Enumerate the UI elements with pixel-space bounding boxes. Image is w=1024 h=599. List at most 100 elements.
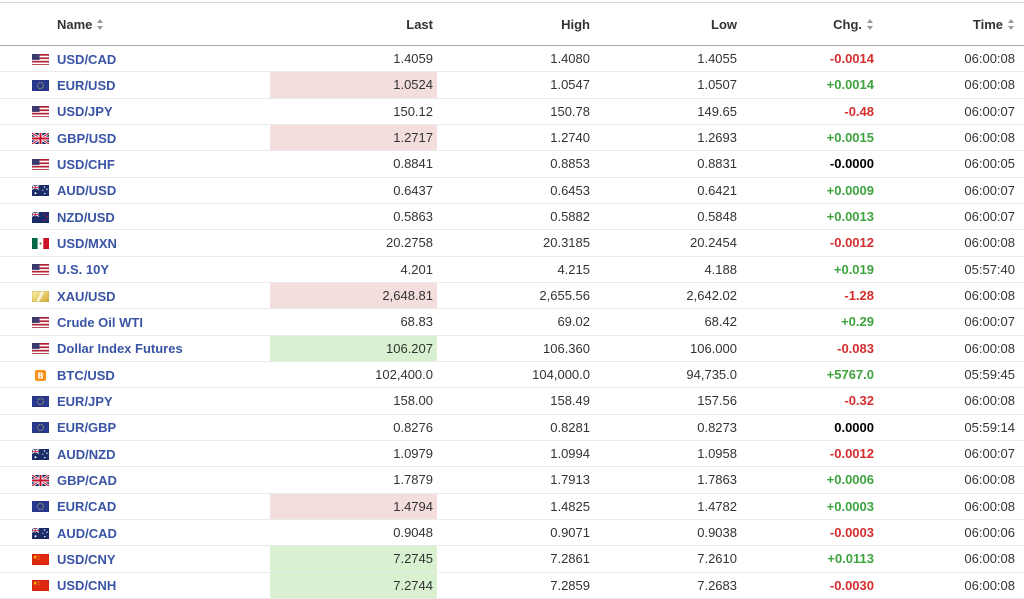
quote-row: USD/CNY 7.2745 7.2861 7.2610 +0.0113 06:00:08 — [0, 545, 1024, 573]
column-header-time[interactable]: Time — [880, 2, 1024, 46]
last-cell: 1.4794 — [270, 493, 437, 520]
time-cell: 06:00:08 — [880, 124, 1024, 152]
instrument-link[interactable]: AUD/USD — [57, 183, 117, 199]
instrument-link[interactable]: USD/CNH — [57, 578, 117, 594]
high-cell: 4.215 — [437, 256, 594, 283]
instrument-link[interactable]: EUR/USD — [57, 78, 116, 94]
column-header-chg[interactable]: Chg. — [741, 2, 880, 46]
svg-text:B: B — [37, 370, 43, 380]
column-header-low[interactable]: Low — [594, 2, 741, 46]
instrument-link[interactable]: NZD/USD — [57, 209, 115, 225]
time-cell: 06:00:07 — [880, 98, 1024, 125]
uk-flag-icon — [32, 132, 49, 144]
high-cell: 0.9071 — [437, 519, 594, 547]
sort-arrows-icon[interactable] — [1008, 18, 1015, 30]
sort-arrows-icon[interactable] — [867, 18, 874, 30]
last-cell: 0.8276 — [270, 414, 437, 441]
instrument-link[interactable]: USD/CHF — [57, 157, 115, 172]
instrument-link[interactable]: AUD/NZD — [57, 446, 116, 462]
high-cell: 69.02 — [437, 308, 594, 336]
sort-arrows-icon[interactable] — [97, 18, 104, 30]
low-cell: 0.9038 — [594, 519, 741, 547]
column-header-label: Chg. — [833, 16, 862, 32]
china-flag-icon — [32, 580, 49, 592]
instrument-link[interactable]: XAU/USD — [57, 288, 116, 304]
low-cell: 1.2693 — [594, 124, 741, 152]
uk-flag-icon — [32, 474, 49, 486]
high-cell: 0.5882 — [437, 203, 594, 231]
change-cell: -0.32 — [741, 387, 880, 415]
high-cell: 1.2740 — [437, 124, 594, 152]
time-cell: 06:00:07 — [880, 308, 1024, 336]
instrument-link[interactable]: U.S. 10Y — [57, 262, 110, 278]
change-cell: 0.0000 — [741, 414, 880, 441]
instrument-link[interactable]: GBP/CAD — [57, 472, 117, 488]
time-cell: 06:00:07 — [880, 177, 1024, 204]
change-cell: +0.0013 — [741, 203, 880, 231]
quote-row: EUR/USD 1.0524 1.0547 1.0507 +0.0014 06:00:08 — [0, 71, 1024, 99]
australia-flag-icon — [32, 448, 49, 460]
name-cell: AUD/CAD — [0, 519, 270, 547]
high-cell: 0.8281 — [437, 414, 594, 441]
change-cell: -0.0000 — [741, 150, 880, 178]
instrument-link[interactable]: EUR/JPY — [57, 393, 113, 409]
australia-flag-icon — [32, 527, 49, 539]
name-cell: NZD/USD — [0, 203, 270, 231]
last-cell: 1.7879 — [270, 466, 437, 494]
last-cell: 7.2744 — [270, 572, 437, 599]
us-flag-icon — [32, 53, 49, 65]
instrument-link[interactable]: Crude Oil WTI — [57, 314, 143, 330]
column-header-last[interactable]: Last — [270, 2, 437, 46]
change-cell: -0.0012 — [741, 229, 880, 257]
change-cell: +0.0014 — [741, 71, 880, 99]
name-cell: AUD/USD — [0, 177, 270, 204]
instrument-link[interactable]: EUR/CAD — [57, 499, 117, 515]
time-cell: 06:00:08 — [880, 572, 1024, 599]
instrument-link[interactable]: USD/MXN — [57, 235, 117, 251]
time-cell: 06:00:05 — [880, 150, 1024, 178]
change-cell: -0.0003 — [741, 519, 880, 547]
last-cell: 4.201 — [270, 256, 437, 283]
instrument-link[interactable]: USD/JPY — [57, 104, 113, 120]
quote-row: NZD/USD 0.5863 0.5882 0.5848 +0.0013 06:00:07 — [0, 203, 1024, 231]
last-cell: 20.2758 — [270, 229, 437, 257]
quote-row: USD/CAD 1.4059 1.4080 1.4055 -0.0014 06:00:08 — [0, 45, 1024, 73]
column-header-label: Last — [406, 16, 433, 32]
instrument-link[interactable]: USD/CAD — [57, 51, 117, 67]
instrument-link[interactable]: GBP/USD — [57, 130, 117, 146]
instrument-link[interactable]: USD/CNY — [57, 551, 116, 567]
column-header-label: High — [561, 16, 590, 32]
quote-row: GBP/CAD 1.7879 1.7913 1.7863 +0.0006 06:00:08 — [0, 466, 1024, 494]
quote-row: EUR/GBP 0.8276 0.8281 0.8273 0.0000 05:59:14 — [0, 414, 1024, 441]
low-cell: 94,735.0 — [594, 361, 741, 389]
name-cell: GBP/USD — [0, 124, 270, 152]
time-cell: 06:00:08 — [880, 493, 1024, 520]
last-cell: 1.2717 — [270, 124, 437, 152]
last-cell: 0.6437 — [270, 177, 437, 204]
instrument-link[interactable]: AUD/CAD — [57, 525, 117, 541]
column-header-name[interactable]: Name — [0, 2, 270, 46]
last-cell: 1.0979 — [270, 440, 437, 468]
instrument-link[interactable]: Dollar Index Futures — [57, 341, 183, 357]
high-cell: 2,655.56 — [437, 282, 594, 310]
low-cell: 1.7863 — [594, 466, 741, 494]
name-cell: XAU/USD — [0, 282, 270, 310]
instrument-link[interactable]: BTC/USD — [57, 367, 115, 383]
name-cell: USD/CAD — [0, 45, 270, 73]
table-body: USD/CAD 1.4059 1.4080 1.4055 -0.0014 06:00:08… — [0, 45, 1024, 599]
last-cell: 0.9048 — [270, 519, 437, 547]
quote-row: EUR/CAD 1.4794 1.4825 1.4782 +0.0003 06:00:08 — [0, 493, 1024, 520]
last-cell: 0.8841 — [270, 150, 437, 178]
instrument-link[interactable]: EUR/GBP — [57, 420, 117, 436]
column-header-label: Time — [972, 16, 1003, 32]
table-header: Name Last High Low Chg. Time — [0, 2, 1024, 46]
name-cell: EUR/JPY — [0, 387, 270, 415]
high-cell: 1.0994 — [437, 440, 594, 468]
name-cell: USD/CNY — [0, 545, 270, 573]
us-flag-icon — [32, 316, 49, 328]
last-cell: 158.00 — [270, 387, 437, 415]
low-cell: 7.2610 — [594, 545, 741, 573]
header-row: Name Last High Low Chg. Time — [0, 2, 1024, 46]
column-header-high[interactable]: High — [437, 2, 594, 46]
